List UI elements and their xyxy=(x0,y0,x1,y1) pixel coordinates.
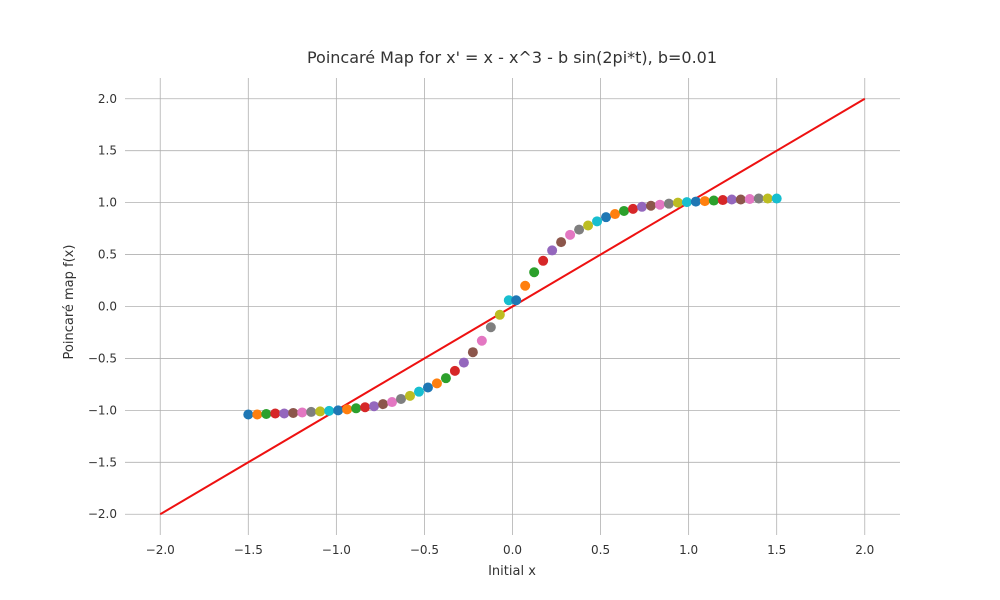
x-tick-label: −1.0 xyxy=(322,543,351,557)
data-point xyxy=(511,295,522,306)
x-tick-label: 1.5 xyxy=(767,543,786,557)
identity-line-layer xyxy=(159,97,866,516)
data-point xyxy=(726,194,737,205)
data-point xyxy=(315,406,326,417)
data-point xyxy=(252,409,263,420)
x-tick-label: 2.0 xyxy=(855,543,874,557)
data-point xyxy=(520,280,531,291)
data-point xyxy=(440,373,451,384)
y-axis-label: Poincaré map f(x) xyxy=(62,245,77,360)
data-point xyxy=(378,399,389,410)
data-point xyxy=(306,406,317,417)
x-tick-label: 0.5 xyxy=(591,543,610,557)
data-point xyxy=(762,193,773,204)
x-tick-label: −1.5 xyxy=(234,543,263,557)
x-tick-label: 1.0 xyxy=(679,543,698,557)
data-point xyxy=(485,322,496,333)
y-tick-label: 1.0 xyxy=(98,196,117,210)
data-point xyxy=(342,404,353,415)
x-tick-label: −2.0 xyxy=(146,543,175,557)
data-point xyxy=(636,201,647,212)
data-point xyxy=(333,405,344,416)
data-point xyxy=(243,409,254,420)
data-point xyxy=(627,203,638,214)
data-point xyxy=(270,408,281,419)
data-point xyxy=(618,205,629,216)
data-point xyxy=(583,220,594,231)
data-point xyxy=(699,196,710,207)
x-axis-label: Initial x xyxy=(488,564,536,579)
x-tick-label: −0.5 xyxy=(410,543,439,557)
y-tick-label: −1.5 xyxy=(88,455,117,469)
data-point xyxy=(422,382,433,393)
data-point xyxy=(771,193,782,204)
data-point xyxy=(458,357,469,368)
data-point xyxy=(396,393,407,404)
data-point xyxy=(503,295,514,306)
data-point xyxy=(467,347,478,358)
data-point xyxy=(297,407,308,418)
scatter-points xyxy=(243,193,782,420)
data-point xyxy=(404,390,415,401)
data-point xyxy=(369,401,380,412)
data-point xyxy=(735,194,746,205)
data-point xyxy=(556,237,567,248)
data-point xyxy=(413,386,424,397)
y-tick-label: 1.5 xyxy=(98,144,117,158)
y-tick-label: −0.5 xyxy=(88,351,117,365)
identity-line xyxy=(159,97,866,516)
x-axis-ticks: −2.0 −1.5 −1.0 −0.5 0.0 0.5 1.0 1.5 2.0 xyxy=(146,543,875,557)
data-point xyxy=(538,255,549,266)
data-point xyxy=(663,198,674,209)
data-point xyxy=(279,408,290,419)
data-point xyxy=(494,309,505,320)
data-point xyxy=(529,267,540,278)
y-tick-label: 0.0 xyxy=(98,300,117,314)
data-point xyxy=(654,199,665,210)
data-point xyxy=(744,194,755,205)
data-point xyxy=(681,197,692,208)
data-point xyxy=(351,403,362,414)
data-point xyxy=(324,405,335,416)
data-point xyxy=(565,229,576,240)
data-point xyxy=(476,335,487,346)
x-tick-label: 0.0 xyxy=(503,543,522,557)
data-point xyxy=(547,245,558,256)
data-point xyxy=(717,195,728,206)
data-point xyxy=(753,193,764,204)
y-axis-ticks: −2.0 −1.5 −1.0 −0.5 0.0 0.5 1.0 1.5 2.0 xyxy=(88,92,117,521)
y-tick-label: 2.0 xyxy=(98,92,117,106)
data-point xyxy=(601,212,612,223)
data-point xyxy=(645,200,656,211)
data-point xyxy=(449,365,460,376)
data-point xyxy=(690,196,701,207)
data-point xyxy=(708,195,719,206)
y-tick-label: −1.0 xyxy=(88,403,117,417)
data-point xyxy=(574,224,585,235)
y-tick-label: 0.5 xyxy=(98,248,117,262)
y-tick-label: −2.0 xyxy=(88,507,117,521)
data-point xyxy=(672,197,683,208)
data-point xyxy=(387,397,398,408)
data-point xyxy=(288,407,299,418)
data-point xyxy=(431,378,442,389)
data-point xyxy=(261,408,272,419)
chart-title: Poincaré Map for x' = x - x^3 - b sin(2p… xyxy=(307,48,717,67)
data-point xyxy=(360,402,371,413)
data-point xyxy=(592,216,603,227)
data-point xyxy=(610,209,621,220)
